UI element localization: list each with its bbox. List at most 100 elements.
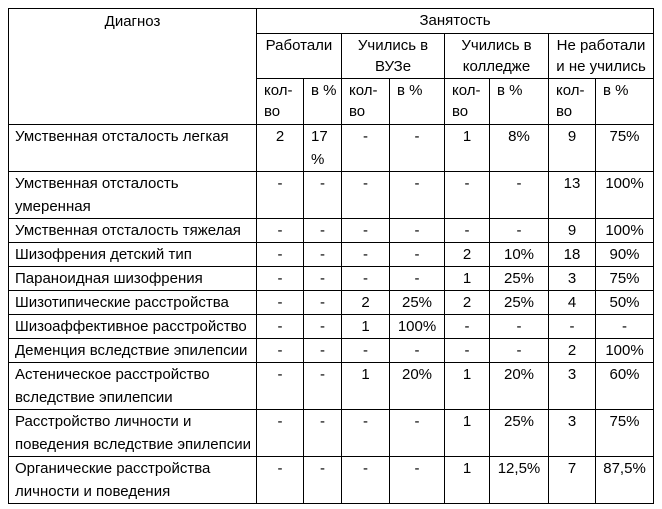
data-cell: 75% [594, 409, 655, 457]
data-cell: 3 [548, 409, 596, 457]
data-cell: 12,5% [489, 456, 549, 504]
table-row: Шизоаффективное расстройство - - 1 100% … [8, 314, 655, 339]
data-cell: - [389, 409, 445, 457]
subheader-count-university: кол- во [341, 78, 390, 125]
table-row: Умственная отсталость тяжелая - - - - - … [8, 218, 655, 243]
diagnosis-cell: Расстройство личности и поведения вследс… [8, 409, 257, 457]
data-cell: - [389, 338, 445, 363]
data-cell: 100% [594, 218, 655, 243]
employment-column-header: Занятость [255, 8, 655, 34]
group-header-not-working: Не работали и не учились [547, 33, 655, 79]
data-cell: - [256, 362, 304, 410]
data-cell: 100% [594, 171, 655, 219]
data-cell: - [341, 218, 390, 243]
data-cell: 1 [341, 362, 390, 410]
subheader-percent-not-working: в % [594, 78, 655, 125]
data-cell: 2 [444, 242, 490, 267]
data-cell: 3 [548, 266, 596, 291]
data-cell: - [489, 314, 549, 339]
data-cell: - [341, 171, 390, 219]
data-cell: 87,5% [594, 456, 655, 504]
data-cell: - [303, 338, 342, 363]
data-cell: 1 [444, 456, 490, 504]
data-cell: 20% [389, 362, 445, 410]
data-cell: 75% [594, 266, 655, 291]
header-row-top: Диагноз Занятость [8, 8, 655, 125]
data-cell: - [303, 362, 342, 410]
data-cell: 10% [489, 242, 549, 267]
data-cell: 90% [594, 242, 655, 267]
data-cell: - [341, 338, 390, 363]
diagnosis-column-header: Диагноз [8, 8, 257, 125]
data-cell: - [444, 314, 490, 339]
data-cell: - [256, 338, 304, 363]
diagnosis-cell: Астеническое расстройство вследствие эпи… [8, 362, 257, 410]
data-cell: 25% [489, 266, 549, 291]
data-cell: 17 % [303, 124, 342, 172]
table-row: Органические расстройства личности и пов… [8, 456, 655, 504]
data-cell: - [389, 218, 445, 243]
data-cell: - [256, 171, 304, 219]
data-cell: 1 [341, 314, 390, 339]
data-cell: - [389, 124, 445, 172]
data-cell: - [303, 266, 342, 291]
data-cell: - [303, 171, 342, 219]
group-header-worked: Работали [256, 33, 342, 79]
subheader-count-not-working: кол- во [548, 78, 596, 125]
data-cell: 2 [256, 124, 304, 172]
employment-by-diagnosis-table: Диагноз Занятость Работали Учились в ВУЗ… [8, 8, 655, 504]
data-cell: 9 [548, 124, 596, 172]
diagnosis-cell: Деменция вследствие эпилепсии [8, 338, 257, 363]
data-cell: - [303, 218, 342, 243]
data-cell: 1 [444, 266, 490, 291]
table-row: Умственная отсталость легкая 2 17 % - - … [8, 124, 655, 172]
data-cell: - [303, 456, 342, 504]
data-cell: - [341, 456, 390, 504]
group-header-university: Учились в ВУЗе [341, 33, 445, 79]
data-cell: 25% [389, 290, 445, 315]
data-cell: - [594, 314, 655, 339]
data-cell: 3 [548, 362, 596, 410]
data-cell: - [303, 314, 342, 339]
data-cell: - [389, 266, 445, 291]
data-cell: 1 [444, 409, 490, 457]
table-row: Параноидная шизофрения - - - - 1 25% 3 7… [8, 266, 655, 291]
data-cell: 100% [594, 338, 655, 363]
data-cell: - [256, 290, 304, 315]
subheader-percent-university: в % [389, 78, 445, 125]
data-cell: - [341, 242, 390, 267]
data-cell: - [341, 266, 390, 291]
data-cell: 1 [444, 124, 490, 172]
data-cell: - [389, 242, 445, 267]
data-cell: 8% [489, 124, 549, 172]
data-cell: - [303, 290, 342, 315]
data-cell: 25% [489, 290, 549, 315]
diagnosis-cell: Шизофрения детский тип [8, 242, 257, 267]
diagnosis-cell: Шизотипические расстройства [8, 290, 257, 315]
data-cell: - [256, 456, 304, 504]
diagnosis-cell: Шизоаффективное расстройство [8, 314, 257, 339]
table-row: Умственная отсталость умеренная - - - - … [8, 171, 655, 219]
data-cell: 2 [444, 290, 490, 315]
data-cell: 2 [341, 290, 390, 315]
data-cell: - [389, 171, 445, 219]
table-row: Деменция вследствие эпилепсии - - - - - … [8, 338, 655, 363]
data-cell: 75% [594, 124, 655, 172]
data-cell: - [389, 456, 445, 504]
data-cell: - [303, 242, 342, 267]
data-cell: 4 [548, 290, 596, 315]
data-cell: - [256, 314, 304, 339]
data-cell: - [489, 338, 549, 363]
table-row: Шизофрения детский тип - - - - 2 10% 18 … [8, 242, 655, 267]
data-cell: - [548, 314, 596, 339]
data-cell: - [444, 171, 490, 219]
data-cell: 9 [548, 218, 596, 243]
subheader-count-college: кол- во [444, 78, 490, 125]
data-cell: - [489, 218, 549, 243]
header-row-subcolumns: кол- во в % кол- во в % кол- во в % кол-… [9, 78, 655, 125]
data-cell: 7 [548, 456, 596, 504]
data-cell: 1 [444, 362, 490, 410]
data-cell: - [256, 266, 304, 291]
table-row: Шизотипические расстройства - - 2 25% 2 … [8, 290, 655, 315]
